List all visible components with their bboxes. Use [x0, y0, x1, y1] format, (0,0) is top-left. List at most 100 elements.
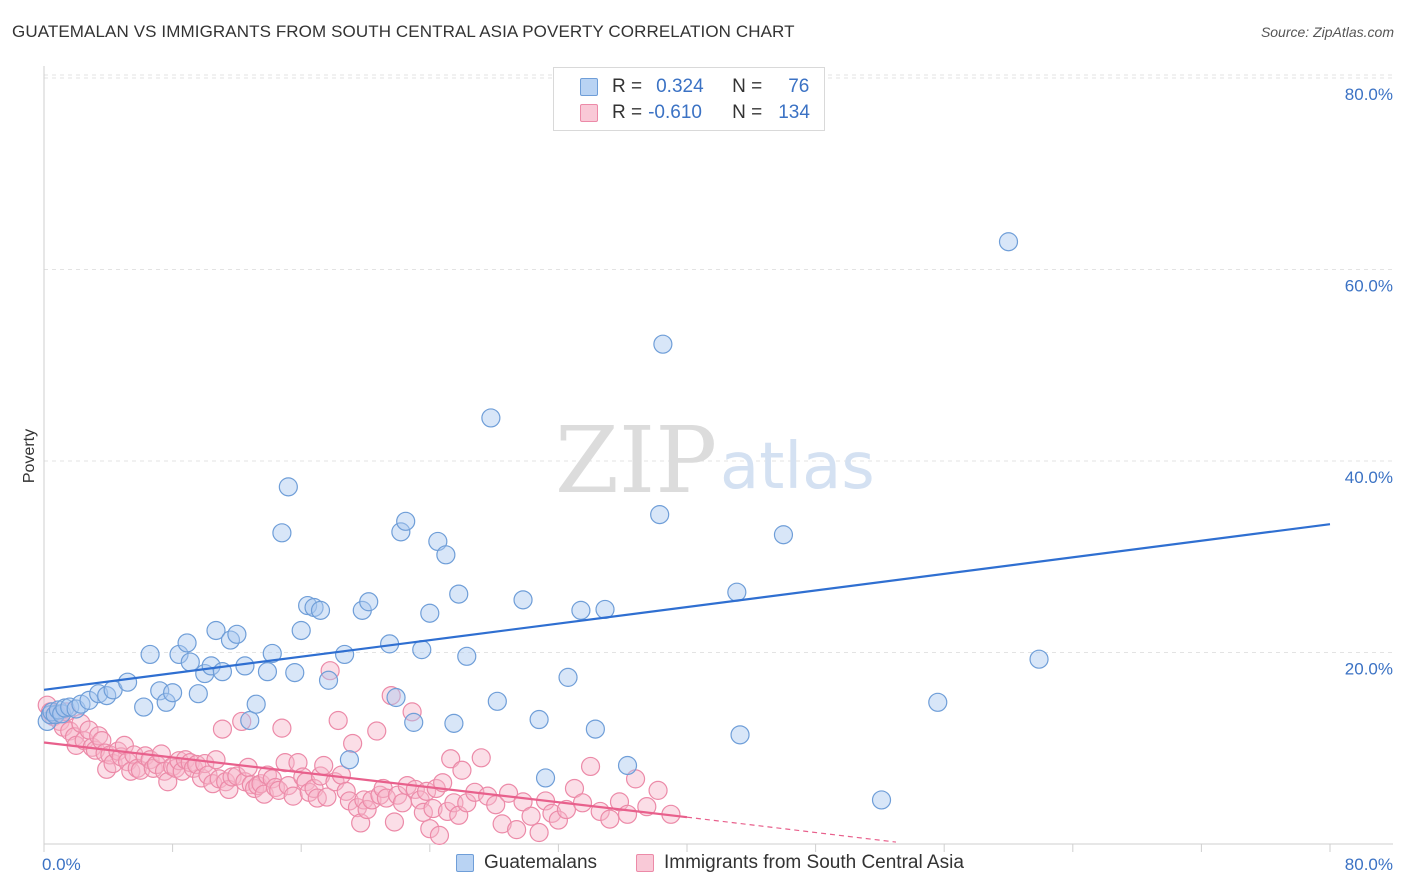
immigrants-point-137: [617, 804, 638, 824]
trend-line-immigrants: [43, 741, 688, 819]
immigrants-point-50: [212, 719, 233, 739]
immigrants-point-55: [232, 711, 252, 732]
immigrants-point-130: [556, 799, 577, 820]
immigrants-point-48: [206, 750, 226, 770]
y-tick-label-2: 60.0%: [1345, 277, 1393, 296]
guatemalans-point-68: [617, 755, 638, 776]
guatemalans-point-36: [278, 477, 298, 497]
immigrants-point-86: [343, 733, 363, 754]
immigrants-point-115: [452, 760, 472, 780]
guatemalans-point-57: [449, 584, 469, 604]
guatemalans-point-30: [235, 656, 255, 676]
guatemalans-point-35: [272, 523, 292, 543]
axes: [43, 66, 1393, 852]
guatemalans-point-48: [386, 687, 406, 708]
guatemalans-point-20: [169, 644, 189, 665]
immigrants-point-121: [492, 814, 512, 834]
y-tick-label-3: 80.0%: [1345, 85, 1393, 104]
guatemalans-point-38: [291, 620, 311, 641]
guatemalans-point-32: [246, 694, 266, 714]
guatemalans-point-76: [998, 232, 1019, 252]
grid: [44, 74, 1393, 653]
y-tick-label-0: 20.0%: [1345, 660, 1393, 679]
guatemalans-point-50: [396, 511, 416, 531]
guatemalans-point-77: [1029, 649, 1049, 669]
immigrants-point-104: [413, 802, 433, 823]
series-immigrants-south-central-asia: [37, 661, 681, 845]
guatemalans-point-74: [871, 790, 892, 810]
legend-n-label: N =: [732, 102, 763, 123]
immigrants-point-109: [429, 825, 450, 845]
x-tick-label-max: 80.0%: [1345, 855, 1393, 874]
legend-swatch-pink: [636, 854, 654, 872]
legend-swatch-blue: [580, 78, 598, 96]
legend-n-value: 76: [788, 76, 810, 97]
guatemalans-point-58: [457, 646, 477, 666]
guatemalans-point-44: [339, 750, 360, 770]
guatemalans-point-62: [529, 709, 549, 730]
legend-row-immigrants: R = -0.610 N = 134: [580, 101, 810, 125]
guatemalans-point-56: [444, 713, 464, 733]
immigrants-point-85: [339, 791, 360, 811]
x-tick-label-min: 0.0%: [42, 855, 81, 874]
legend-item-guatemalans[interactable]: Guatemalans: [456, 852, 597, 874]
immigrants-point-99: [392, 793, 413, 813]
guatemalans-point-11: [89, 684, 109, 704]
immigrants-point-20: [103, 753, 123, 774]
guatemalans-point-15: [134, 697, 154, 717]
immigrants-point-79: [317, 787, 337, 807]
guatemalans-point-71: [727, 582, 747, 602]
immigrants-point-76: [307, 788, 327, 808]
guatemalans-point-10: [79, 690, 99, 710]
immigrants-point-82: [328, 710, 348, 731]
legend-r-value: -0.610: [648, 102, 702, 123]
immigrants-point-126: [529, 822, 549, 843]
guatemalans-point-34: [262, 643, 282, 664]
immigrants-point-112: [441, 749, 461, 769]
guatemalans-point-31: [240, 710, 260, 731]
legend-n-label: N =: [732, 76, 763, 97]
immigrants-point-45: [195, 753, 215, 774]
legend-label: Guatemalans: [484, 852, 598, 873]
immigrants-point-135: [600, 809, 620, 829]
immigrants-point-62: [254, 784, 274, 804]
watermark-zip: ZIP: [555, 407, 717, 514]
guatemalans-point-49: [391, 522, 411, 542]
guatemalans-point-14: [117, 672, 138, 692]
guatemalans-point-33: [257, 662, 278, 682]
legend-label: Immigrants from South Central Asia: [664, 852, 964, 873]
legend-r-value: 0.324: [656, 76, 704, 97]
immigrants-point-140: [648, 780, 668, 800]
chart-title: GUATEMALAN VS IMMIGRANTS FROM SOUTH CENT…: [12, 22, 795, 41]
guatemalans-point-73: [773, 525, 794, 545]
guatemalans-point-43: [335, 644, 355, 665]
guatemalans-point-21: [177, 633, 197, 653]
series-legend: Guatemalans Immigrants from South Centra…: [0, 852, 1406, 876]
guatemalans-point-64: [558, 667, 578, 687]
immigrants-point-66: [269, 780, 289, 800]
guatemalans-point-46: [359, 592, 379, 612]
y-axis-label: Poverty: [21, 429, 38, 483]
chart-source: Source: ZipAtlas.com: [1260, 24, 1394, 40]
guatemalans-point-51: [404, 712, 424, 732]
immigrants-point-132: [572, 793, 593, 813]
immigrants-point-131: [564, 778, 585, 799]
guatemalans-point-37: [285, 663, 305, 683]
legend-r-label: R =: [612, 102, 643, 123]
guatemalans-point-22: [180, 652, 200, 672]
immigrants-point-133: [580, 756, 601, 777]
trend-line-guatemalans: [43, 523, 1331, 691]
legend-item-immigrants[interactable]: Immigrants from South Central Asia: [636, 852, 964, 874]
guatemalans-point-63: [535, 768, 556, 788]
guatemalans-point-55: [436, 545, 456, 565]
guatemalans-point-60: [487, 691, 507, 711]
watermark-atlas: atlas: [720, 430, 875, 504]
guatemalans-point-75: [928, 692, 948, 712]
immigrants-point-106: [420, 819, 440, 839]
legend-row-guatemalans: R = 0.324 N = 76: [580, 75, 809, 99]
guatemalans-point-69: [650, 505, 670, 525]
immigrants-point-129: [548, 810, 569, 830]
guatemalans-point-5: [52, 704, 72, 724]
legend-swatch-blue: [456, 854, 474, 872]
